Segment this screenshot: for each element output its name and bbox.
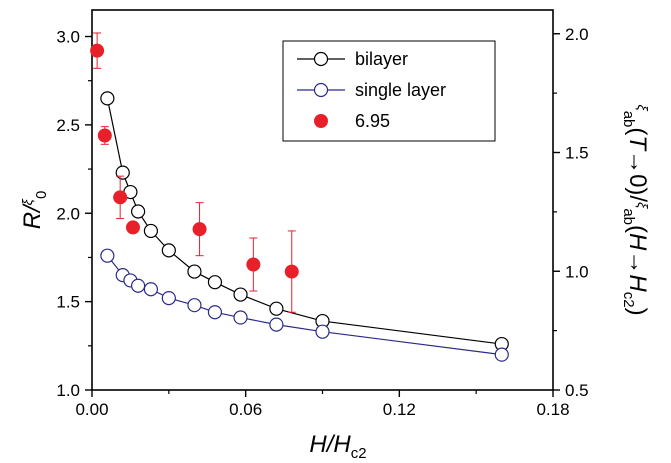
y-left-tick-label: 3.0: [56, 28, 80, 47]
y-right-H: H: [624, 233, 651, 251]
legend-marker: [313, 51, 329, 67]
x-axis-label-main: H/H: [309, 431, 351, 458]
data-point: [187, 298, 202, 313]
data-point: [161, 290, 176, 306]
data-point: [90, 43, 105, 58]
x-axis-label-sub: c2: [351, 445, 367, 462]
data-point: [143, 223, 159, 239]
series-layer: [90, 32, 509, 362]
y-axis-right-label: ξab(T→0)/ξab(H→Hc2): [620, 104, 651, 315]
data-point: [269, 301, 284, 316]
y-axis-left-label: R/ξ0: [19, 191, 50, 230]
y-right-mid1: (: [624, 127, 651, 135]
series-6-95: [90, 32, 299, 313]
legend: bilayer single layer 6.95: [282, 40, 496, 142]
legend-item: single layer: [297, 80, 446, 100]
y-right-T: T: [624, 135, 651, 152]
data-point: [161, 243, 176, 258]
data-point: [113, 190, 128, 205]
y-right-arrow: →: [624, 250, 651, 274]
y-right-tick-label: 0.5: [565, 381, 589, 400]
y-right-sub2: ab: [620, 208, 637, 225]
data-point: [494, 347, 509, 362]
y-left-tick-label: 1.0: [56, 381, 80, 400]
data-point: [100, 248, 115, 263]
data-point: [269, 317, 284, 332]
data-point: [207, 275, 223, 290]
y-right-xi1: ξ: [635, 104, 651, 111]
data-point: [115, 165, 130, 180]
data-point: [131, 204, 146, 219]
series-line: [106, 255, 502, 356]
y-right-tick-label: 2.0: [565, 25, 589, 44]
axis-ticks: 0.00 0.06 0.12 0.18 1.0 1.5 2.0 2.5 3.0 0.5 1.0 1.5…: [56, 25, 588, 419]
legend-marker: [313, 82, 329, 98]
y-left-tick-label: 2.0: [56, 204, 80, 223]
data-point: [192, 222, 207, 237]
legend-marker: [314, 114, 328, 128]
y-right-tick-label: 1.0: [565, 262, 589, 281]
x-tick-label: 0.06: [229, 400, 262, 419]
x-tick-label: 0.00: [75, 400, 108, 419]
data-point: [143, 282, 159, 297]
y-left-label-sub: 0: [33, 191, 50, 199]
y-right-tick-label: 1.5: [565, 144, 589, 163]
y-left-tick-label: 2.5: [56, 116, 80, 135]
x-tick-label: 0.12: [383, 400, 416, 419]
y-right-sub1: ab: [620, 111, 637, 128]
data-point: [125, 220, 140, 235]
legend-item: bilayer: [297, 49, 408, 69]
y-left-label-xi: ξ: [19, 198, 35, 205]
y-left-label-main: R/: [19, 203, 46, 229]
data-point: [207, 305, 223, 320]
y-right-end: ): [624, 308, 651, 316]
data-point: [100, 91, 115, 106]
x-tick-label: 0.18: [536, 400, 569, 419]
legend-item: 6.95: [314, 111, 390, 131]
data-point: [315, 324, 330, 339]
y-right-mid3: (: [624, 225, 651, 233]
y-right-H2: H: [624, 274, 651, 292]
y-right-mid2: →0)/: [624, 150, 651, 202]
series-single-layer: [100, 248, 509, 362]
y-right-xi2: ξ: [635, 202, 651, 209]
y-left-tick-label: 1.5: [56, 293, 80, 312]
data-point: [131, 278, 146, 293]
data-point: [233, 310, 248, 325]
x-axis-label: H/Hc2: [309, 431, 366, 462]
data-point: [97, 128, 112, 143]
data-point: [284, 264, 299, 279]
legend-label: bilayer: [355, 49, 408, 69]
data-point: [246, 257, 261, 272]
data-point: [233, 287, 248, 302]
data-point: [187, 264, 202, 279]
legend-label: single layer: [355, 80, 446, 100]
series-bilayer: [100, 91, 509, 352]
legend-label: 6.95: [355, 111, 390, 131]
y-right-sub3: c2: [620, 292, 637, 308]
